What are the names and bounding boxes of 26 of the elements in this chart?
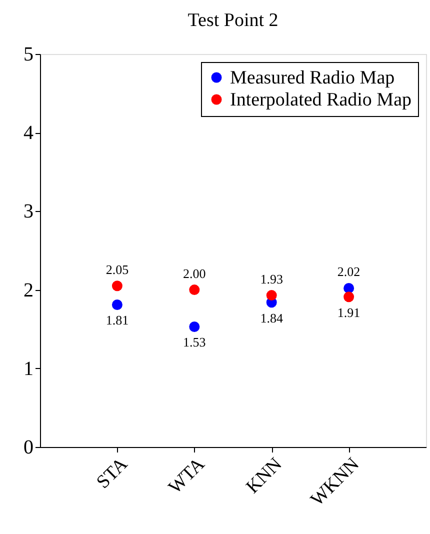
chart-title: Test Point 2 <box>188 10 278 31</box>
point <box>344 292 354 302</box>
point <box>112 300 122 310</box>
point <box>344 282 354 294</box>
point <box>189 322 200 332</box>
y-tick-label: 0 <box>24 436 34 458</box>
data-label: 1.93 <box>260 271 283 286</box>
data-label: 1.84 <box>260 310 284 326</box>
legend-label: Measured Radio Map <box>230 68 395 88</box>
y-tick-label: 2 <box>24 279 34 302</box>
x-tick-label: WTA <box>164 454 210 498</box>
point <box>266 290 277 301</box>
data-label: 1.53 <box>183 334 206 350</box>
y-tick-label: 1 <box>24 358 34 380</box>
y-tick-label: 3 <box>24 200 34 223</box>
legend-label: Interpolated Radio Map <box>230 90 412 110</box>
y-tick-label: 4 <box>24 122 34 144</box>
x-tick-label: STA <box>92 454 132 493</box>
y-tick-label: 5 <box>24 44 34 66</box>
point <box>112 280 122 292</box>
data-label: 1.81 <box>106 312 129 328</box>
data-label: 2.02 <box>337 264 360 280</box>
data-label: 2.05 <box>106 262 129 277</box>
data-label: 1.91 <box>337 304 360 320</box>
point <box>189 284 200 296</box>
data-label: 2.00 <box>183 266 206 281</box>
